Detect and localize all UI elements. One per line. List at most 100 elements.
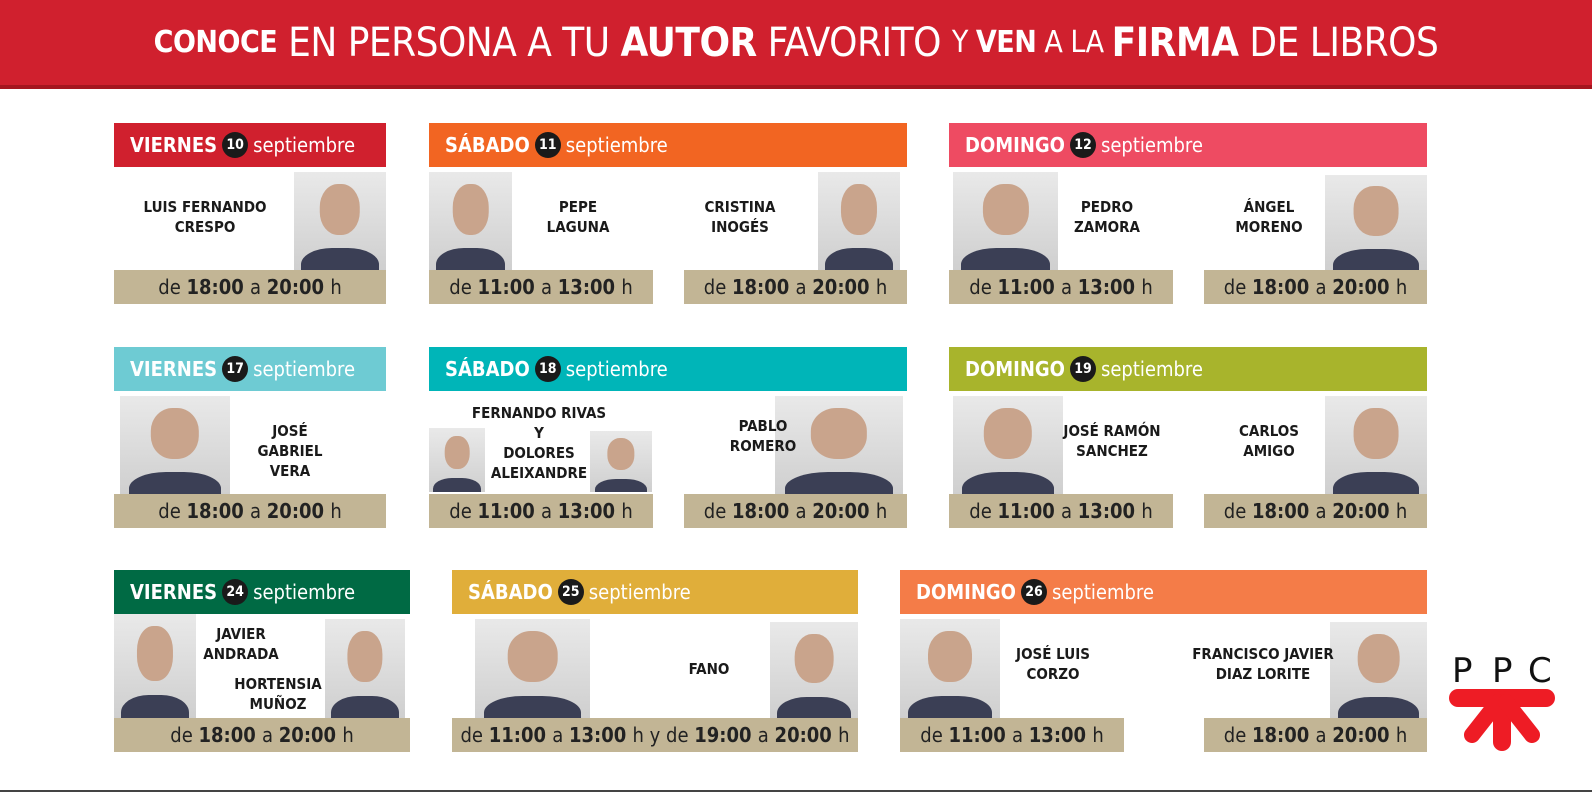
day-header: DOMINGO 12 septiembre [949, 123, 1427, 167]
time-token: y [649, 723, 667, 747]
day-name: SÁBADO [468, 580, 553, 604]
time-token: a [757, 723, 775, 747]
time-bar: de 11:00 a 13:00 h [900, 718, 1124, 752]
photo-body [435, 248, 506, 270]
time-token: 20:00 [266, 275, 331, 299]
day-number-badge: 18 [534, 356, 561, 382]
photo-head [810, 407, 868, 459]
photo-head [150, 407, 200, 459]
time-token: h [621, 499, 633, 523]
day-name: VIERNES [130, 580, 218, 604]
svg-text:P: P [1492, 651, 1513, 691]
time-token: h [1141, 275, 1153, 299]
time-token: a [795, 499, 813, 523]
photo-body [1337, 696, 1420, 718]
author-photo [590, 431, 652, 492]
time-token: 13:00 [1077, 275, 1142, 299]
author-name: PABLO ROMERO [729, 417, 797, 455]
day-block: SÁBADO 18 septiembre FERNANDO RIVAS Y DOLOR… [429, 347, 907, 528]
photo-body [1333, 249, 1419, 270]
photo-head [444, 435, 470, 469]
photo-body [594, 478, 648, 492]
author-photo [120, 396, 230, 494]
title-segment: FAVORITO [756, 19, 952, 66]
time-token: h [621, 275, 633, 299]
day-block: DOMINGO 26 septiembre JOSÉ LUIS CORZO FRANCI… [900, 570, 1427, 752]
month-label: septiembre [565, 357, 668, 381]
author-name: CRISTINA INOGÉS [704, 198, 776, 236]
time-bar: de 11:00 a 13:00 h [949, 494, 1173, 528]
time-token: h [838, 723, 850, 747]
time-token: a [1315, 275, 1333, 299]
day-block: VIERNES 24 septiembre JAVIER ANDRADA HORTENS… [114, 570, 410, 752]
month-label: septiembre [1051, 580, 1154, 604]
time-token: 18:00 [186, 499, 251, 523]
time-token: a [1061, 499, 1078, 523]
title-segment: EN PERSONA A TU [277, 19, 621, 66]
time-token: 18:00 [731, 275, 796, 299]
month-label: septiembre [1100, 133, 1203, 157]
time-token: h [342, 723, 354, 747]
time-token: de [666, 723, 695, 747]
photo-body [777, 696, 851, 718]
author-photo [325, 619, 405, 718]
day-name: VIERNES [130, 357, 218, 381]
photo-head [1357, 633, 1400, 684]
title-segment: VEN [975, 25, 1037, 60]
photo-head [1353, 407, 1399, 459]
time-token: de [703, 499, 732, 523]
photo-head [607, 438, 635, 471]
month-label: septiembre [565, 133, 668, 157]
author-name: JOSÉ LUIS CORZO [1016, 645, 1090, 683]
author-name: JAVIER ANDRADA [203, 625, 279, 663]
time-bar: de 18:00 a 20:00 h [684, 270, 907, 304]
time-token: de [449, 499, 478, 523]
time-token: 20:00 [812, 499, 876, 523]
photo-head [1353, 186, 1399, 236]
day-number-badge: 10 [222, 132, 249, 158]
author-photo [429, 428, 485, 492]
day-number-badge: 12 [1069, 132, 1096, 158]
time-token: h [875, 275, 888, 299]
day-number-badge: 19 [1069, 356, 1096, 382]
time-token: 20:00 [774, 723, 839, 747]
time-token: 13:00 [1028, 723, 1093, 747]
author-name: LUIS FERNANDO CRESPO [143, 198, 267, 236]
time-token: 18:00 [1251, 275, 1316, 299]
time-token: de [460, 723, 489, 747]
day-block: SÁBADO 25 septiembre FANO de 11:00 a 13:00 h… [452, 570, 858, 752]
photo-head [507, 630, 558, 683]
author-photo [953, 396, 1063, 494]
author-name: CARLOS AMIGO [1239, 422, 1299, 460]
time-bar: de 18:00 a 20:00 h [114, 494, 386, 528]
time-token: de [1223, 499, 1252, 523]
time-token: a [541, 499, 558, 523]
time-token: 18:00 [186, 275, 251, 299]
time-token: h [330, 275, 342, 299]
time-token: h [1092, 723, 1104, 747]
photo-head [982, 183, 1029, 235]
author-photo [429, 172, 512, 270]
photo-head [928, 630, 972, 683]
title-segment: Y [951, 25, 976, 60]
day-name: VIERNES [130, 133, 218, 157]
author-photo [900, 619, 1000, 718]
time-bar: de 18:00 a 20:00 h [114, 270, 386, 304]
time-token: a [250, 275, 267, 299]
time-token: h [1395, 499, 1408, 523]
time-token: 20:00 [278, 723, 343, 747]
day-name: SÁBADO [445, 357, 530, 381]
day-number-badge: 24 [222, 579, 249, 605]
time-token: 11:00 [948, 723, 1013, 747]
time-token: a [250, 499, 267, 523]
day-number-badge: 25 [557, 579, 584, 605]
author-photo [1325, 175, 1427, 270]
time-token: 13:00 [557, 275, 622, 299]
photo-body [908, 696, 992, 718]
time-bar: de 11:00 a 13:00 h [429, 270, 653, 304]
time-token: de [969, 275, 998, 299]
author-photo [775, 396, 903, 494]
time-token: 11:00 [997, 275, 1062, 299]
photo-body [331, 696, 399, 718]
day-number-badge: 17 [222, 356, 249, 382]
